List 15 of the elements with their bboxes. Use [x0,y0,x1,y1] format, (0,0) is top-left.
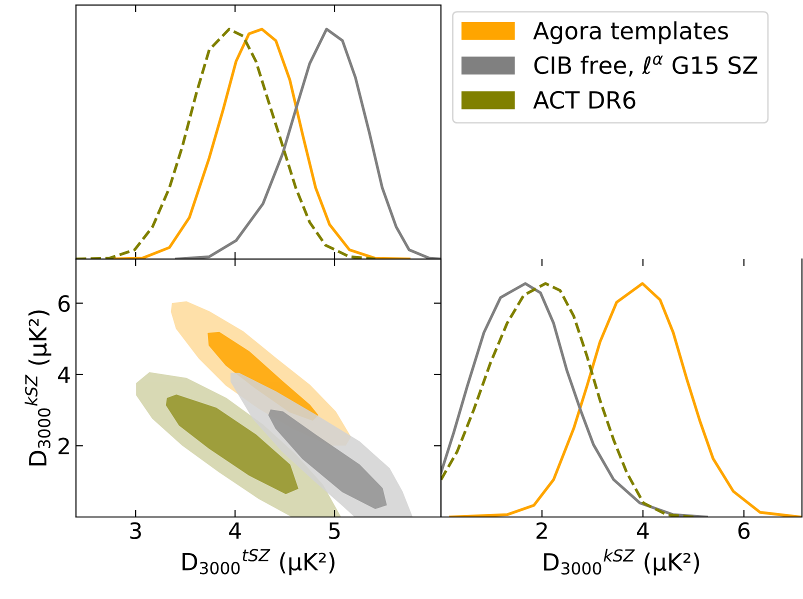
x-tick-label: 2 [536,522,547,539]
y-tick-label: 6 [58,295,70,312]
x-tick-label: 4 [229,522,241,539]
legend-label: CIB free, ℓ$^{α}$ G15 SZ [534,55,758,76]
x-tick-label: 5 [329,522,340,540]
legend-label: ACT DR6 [533,90,636,109]
y-tick-label: 2 [58,438,69,454]
y-axis-title: D$_{3000}$$^{kSZ}$ (μK²) [24,310,52,466]
x-tick-label: 3 [130,522,141,540]
legend-label: Agora templates [533,21,728,44]
x-tick-label: 6 [738,522,750,540]
x-tick-label: 4 [636,522,649,539]
x-axis-title: D$_{3000}$$^{kSZ}$ (μK²) [544,548,700,576]
x-axis-title: D$_{3000}$$^{tSZ}$ (μK²) [182,548,334,576]
y-tick-label: 4 [58,366,70,383]
